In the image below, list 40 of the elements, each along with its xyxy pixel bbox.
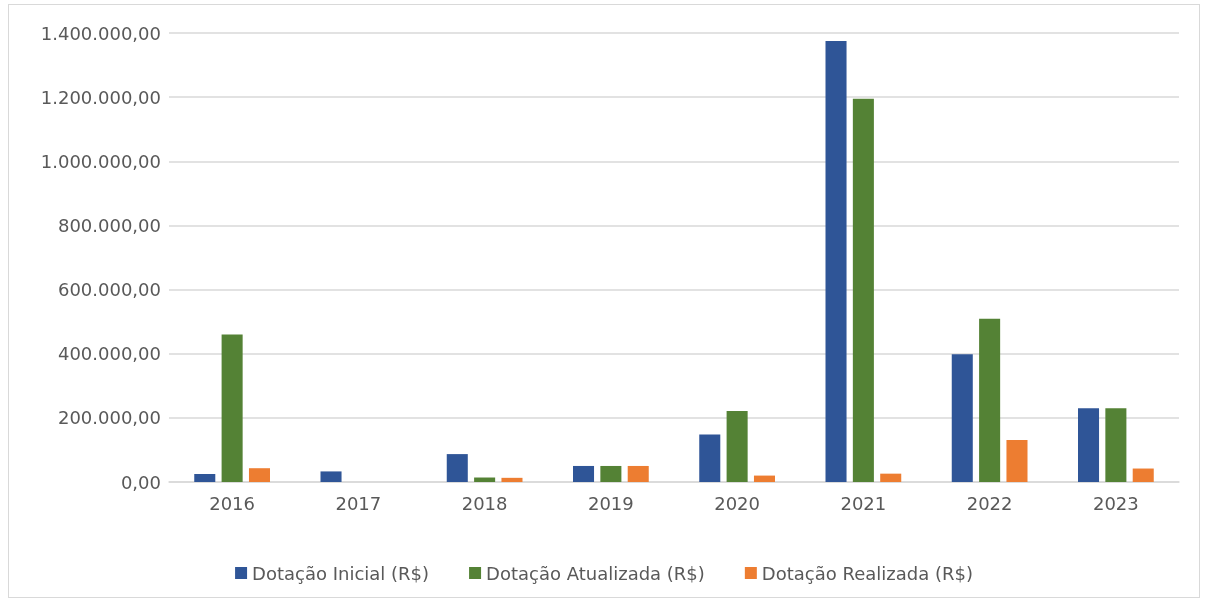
x-tick-label: 2021 [840,492,887,514]
bar [627,465,649,482]
bar [699,434,721,482]
bar [1132,468,1154,482]
bar [446,454,468,482]
bar [979,318,1001,482]
bar [951,354,973,482]
x-tick-label: 2017 [335,492,382,514]
y-tick-label: 0,00 [120,471,161,493]
y-tick-label: 800.000,00 [57,214,161,236]
bar [194,473,216,482]
y-tick-label: 200.000,00 [57,407,161,429]
x-tick-label: 2022 [966,492,1013,514]
x-tick-label: 2019 [587,492,634,514]
bar [825,41,847,482]
bar [501,477,523,482]
x-tick-label: 2018 [461,492,508,514]
bar [320,471,342,482]
y-tick-label: 1.000.000,00 [40,150,161,172]
legend-label: Dotação Realizada (R$) [761,562,973,584]
bar [1078,408,1100,482]
x-tick-label: 2020 [714,492,761,514]
x-tick-label: 2023 [1092,492,1139,514]
bar [753,475,775,482]
y-tick-label: 600.000,00 [57,279,161,301]
bar [573,465,595,482]
bar [880,473,902,482]
legend-label: Dotação Atualizada (R$) [486,562,705,584]
y-tick-label: 1.200.000,00 [40,86,161,108]
bar [1006,439,1028,482]
bar [600,465,622,482]
bar [248,468,270,482]
x-tick-label: 2016 [209,492,256,514]
bar [852,98,874,482]
bar [221,334,243,482]
bar [726,411,748,482]
y-tick-label: 1.400.000,00 [40,22,161,44]
legend-label: Dotação Inicial (R$) [252,562,430,584]
bar [1105,408,1127,482]
y-tick-label: 400.000,00 [57,343,161,365]
